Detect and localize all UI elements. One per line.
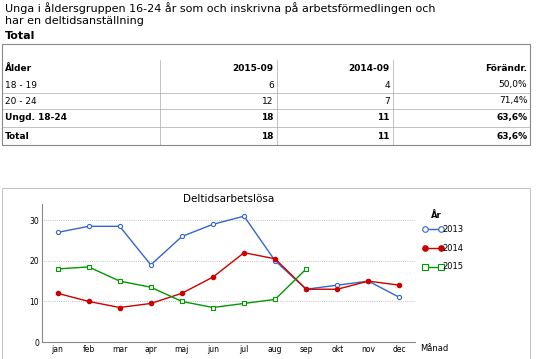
Text: 12: 12: [263, 97, 274, 106]
Text: har en deltidsanställning: har en deltidsanställning: [5, 16, 144, 26]
Text: Förändr.: Förändr.: [485, 64, 527, 73]
Text: 7: 7: [384, 97, 390, 106]
Text: Unga i åldersgruppen 16-24 år som och inskrivna på arbetsförmedlingen och: Unga i åldersgruppen 16-24 år som och in…: [5, 2, 436, 14]
Text: Total: Total: [5, 131, 29, 140]
Text: 2014-09: 2014-09: [349, 64, 390, 73]
Text: År: År: [431, 211, 441, 220]
Text: 11: 11: [377, 131, 390, 140]
Text: 50,0%: 50,0%: [498, 80, 527, 89]
Text: 71,4%: 71,4%: [499, 97, 527, 106]
Text: 2013: 2013: [443, 225, 464, 234]
Text: 2014: 2014: [443, 243, 464, 252]
Text: Månad: Månad: [420, 344, 448, 353]
Text: Total: Total: [5, 31, 36, 41]
Text: 4: 4: [384, 80, 390, 89]
Text: 18: 18: [261, 113, 274, 122]
Text: 2015: 2015: [443, 262, 464, 271]
Text: 18 - 19: 18 - 19: [5, 80, 37, 89]
Text: 2015-09: 2015-09: [233, 64, 274, 73]
Text: Ungd. 18-24: Ungd. 18-24: [5, 113, 67, 122]
Text: 6: 6: [268, 80, 274, 89]
Text: Deltidsarbetslösa: Deltidsarbetslösa: [5, 45, 102, 55]
Text: Ålder: Ålder: [5, 64, 32, 73]
Text: Deltidsarbetslösa per år: Deltidsarbetslösa per år: [5, 189, 119, 199]
Text: 11: 11: [377, 113, 390, 122]
Text: 63,6%: 63,6%: [496, 113, 527, 122]
Text: 18: 18: [261, 131, 274, 140]
Text: 20 - 24: 20 - 24: [5, 97, 37, 106]
Text: Deltidsarbetslösa: Deltidsarbetslösa: [183, 194, 274, 204]
Text: 63,6%: 63,6%: [496, 131, 527, 140]
